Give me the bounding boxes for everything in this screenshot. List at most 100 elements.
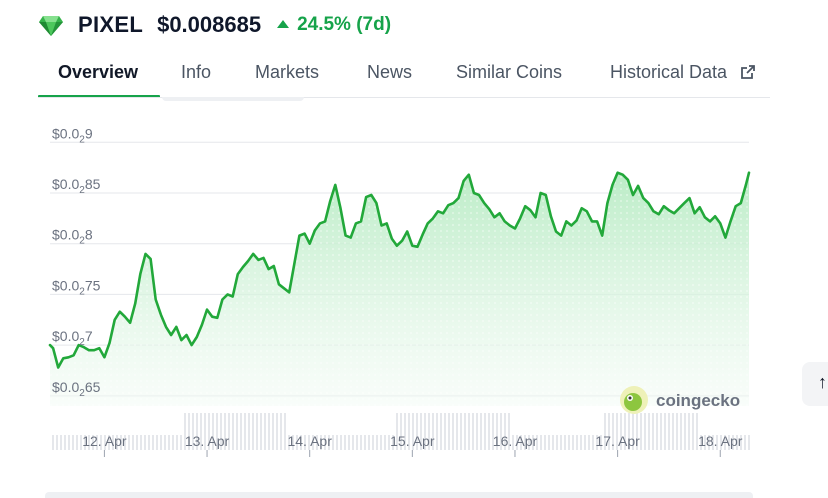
volume-bar xyxy=(476,413,478,450)
price-change: 24.5% (7d) xyxy=(277,14,391,36)
volume-bar xyxy=(736,435,738,450)
bottom-panel-edge xyxy=(45,492,753,498)
volume-bar xyxy=(352,435,354,450)
volume-bar xyxy=(612,413,614,450)
volume-bar xyxy=(432,413,434,450)
volume-bar xyxy=(440,413,442,450)
volume-bar xyxy=(264,413,266,450)
volume-bar xyxy=(304,435,306,450)
volume-bar xyxy=(720,435,722,450)
green-gem-icon xyxy=(39,16,63,36)
volume-bar xyxy=(680,413,682,450)
volume-bar xyxy=(272,413,274,450)
volume-bar xyxy=(236,413,238,450)
volume-bar xyxy=(648,413,650,450)
volume-bar xyxy=(668,413,670,450)
volume-bar xyxy=(124,435,126,450)
volume-bar xyxy=(604,413,606,450)
volume-bar xyxy=(652,413,654,450)
tab-historical-data[interactable]: Historical Data xyxy=(610,62,756,83)
volume-bar xyxy=(132,435,134,450)
volume-bar xyxy=(572,435,574,450)
volume-bar xyxy=(504,413,506,450)
volume-bar xyxy=(116,435,118,450)
volume-bar xyxy=(524,435,526,450)
volume-bar xyxy=(144,435,146,450)
volume-bar xyxy=(168,435,170,450)
volume-bar xyxy=(220,413,222,450)
scroll-top-button[interactable]: ↑ xyxy=(802,362,828,406)
volume-bar xyxy=(92,435,94,450)
volume-bar xyxy=(496,413,498,450)
volume-bar xyxy=(308,435,310,450)
volume-bar xyxy=(628,413,630,450)
volume-bar xyxy=(292,435,294,450)
volume-bar xyxy=(100,435,102,450)
volume-bar xyxy=(84,435,86,450)
volume-bar xyxy=(480,413,482,450)
volume-bar xyxy=(232,413,234,450)
volume-bar xyxy=(364,435,366,450)
volume-bar xyxy=(104,435,106,450)
volume-bar xyxy=(120,435,122,450)
volume-bar xyxy=(700,435,702,450)
y-tick-label: $0.0275 xyxy=(52,277,101,297)
volume-bar xyxy=(420,413,422,450)
tab-markets[interactable]: Markets xyxy=(255,62,320,82)
volume-bar xyxy=(320,435,322,450)
watermark-text: coingecko xyxy=(656,391,740,410)
volume-bar xyxy=(608,413,610,450)
volume-bar xyxy=(252,413,254,450)
tab-overview[interactable]: Overview xyxy=(58,62,139,82)
volume-bar xyxy=(428,413,430,450)
volume-bar xyxy=(600,435,602,450)
x-tick-label: 15. Apr xyxy=(390,433,435,449)
x-tick-label: 17. Apr xyxy=(595,433,640,449)
volume-bar xyxy=(52,435,54,450)
volume-bar xyxy=(192,413,194,450)
volume-bar xyxy=(580,435,582,450)
coin-symbol: PIXEL xyxy=(78,12,144,37)
volume-bar xyxy=(508,413,510,450)
volume-bar xyxy=(196,413,198,450)
external-link-icon xyxy=(741,65,755,79)
volume-bar xyxy=(640,413,642,450)
volume-bar xyxy=(148,435,150,450)
volume-bar xyxy=(356,435,358,450)
tab-info[interactable]: Info xyxy=(181,62,212,82)
volume-bar xyxy=(296,435,298,450)
volume-bar xyxy=(228,413,230,450)
volume-bar xyxy=(156,435,158,450)
volume-bar xyxy=(556,435,558,450)
volume-bar xyxy=(316,435,318,450)
volume-bar xyxy=(664,413,666,450)
tab-news[interactable]: News xyxy=(367,62,413,82)
volume-bar xyxy=(268,413,270,450)
volume-bar xyxy=(108,435,110,450)
volume-bar xyxy=(624,413,626,450)
volume-bar xyxy=(716,435,718,450)
volume-bar xyxy=(400,413,402,450)
volume-bar xyxy=(500,413,502,450)
volume-bar xyxy=(724,435,726,450)
volume-bar xyxy=(620,413,622,450)
volume-bar xyxy=(548,435,550,450)
price-change-value: 24.5% (7d) xyxy=(297,14,392,35)
x-tick-label: 16. Apr xyxy=(493,433,538,449)
volume-bar xyxy=(208,413,210,450)
volume-bar xyxy=(424,413,426,450)
volume-bar xyxy=(96,435,98,450)
volume-bar xyxy=(184,413,186,450)
volume-bar xyxy=(300,435,302,450)
volume-bar xyxy=(692,413,694,450)
volume-bar xyxy=(152,435,154,450)
tab-bar: Overview Info Markets News Similar Coins… xyxy=(38,52,770,98)
price-chart[interactable]: $0.0265$0.027$0.0275$0.028$0.0285$0.029 … xyxy=(0,100,828,498)
x-tick-label: 12. Apr xyxy=(82,433,127,449)
tab-similar-coins[interactable]: Similar Coins xyxy=(456,62,563,82)
volume-bar xyxy=(684,413,686,450)
volume-bar xyxy=(708,435,710,450)
volume-bar xyxy=(332,435,334,450)
coin-price: $0.008685 xyxy=(157,12,262,37)
volume-bar xyxy=(88,435,90,450)
